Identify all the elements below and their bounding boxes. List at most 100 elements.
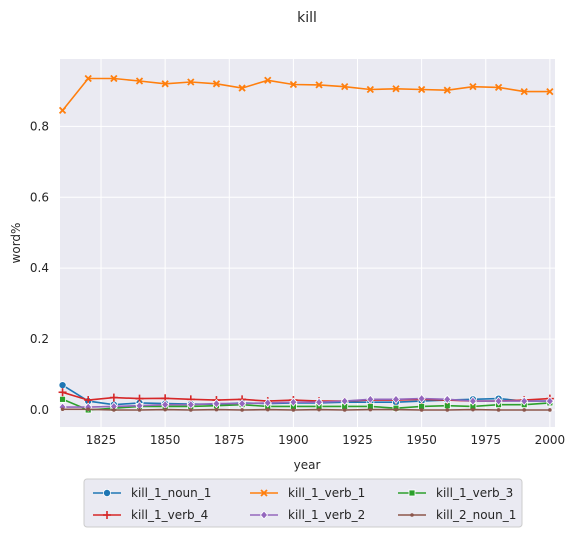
data-point [494,396,503,406]
data-point [212,398,221,409]
data-point [391,394,401,404]
data-point [342,408,347,412]
legend-label: kill_1_noun_1 [131,486,211,500]
x-tick-label: 1850 [150,433,181,447]
legend-item: kill_1_verb_4 [93,508,208,522]
ticks: 1825 1850 1875 1900 1925 1950 1975 2000 0.0 0.2 0.… [30,119,565,447]
data-point [58,388,67,397]
series-kill_2_noun_1 [60,407,552,412]
data-point [265,407,270,412]
data-point [240,408,244,412]
data-point [520,396,529,406]
x-tick-label: 1950 [406,433,437,447]
data-point [546,87,554,96]
legend-swatch-marker [103,511,111,519]
data-point [471,407,475,412]
legend-label: kill_2_noun_1 [436,508,516,522]
x-tick-label: 1925 [342,433,373,447]
plot-area [60,59,555,427]
x-tick-label: 1825 [86,433,117,447]
data-point [238,398,247,409]
legend-label: kill_1_verb_3 [436,486,513,500]
legend-item: kill_1_verb_2 [250,508,365,522]
data-point [214,407,219,412]
series-layer [58,74,554,414]
data-point [496,408,501,412]
y-tick-label: 0.8 [30,119,49,133]
data-point [341,83,349,91]
data-point [417,85,426,94]
data-point [59,395,66,403]
data-point [368,407,373,412]
data-point [494,83,503,91]
x-axis-label: year [294,458,321,472]
y-axis-label: word% [9,223,23,264]
data-point [366,85,374,94]
data-point [394,407,398,412]
y-tick-label: 0.0 [30,403,49,417]
data-point [112,408,116,412]
data-point [135,77,144,85]
y-tick-label: 0.6 [30,190,49,204]
data-point [419,408,424,412]
data-point [189,408,193,412]
data-point [443,394,452,404]
chart-title: kill [297,10,317,26]
legend-item: kill_1_noun_1 [93,486,211,500]
legend-item: kill_1_verb_3 [398,486,513,500]
legend-swatch-marker [260,489,268,497]
data-point [212,80,221,88]
data-point [289,80,298,89]
legend-label: kill_1_verb_4 [131,508,208,522]
data-point [520,87,528,96]
legend: kill_1_noun_1 kill_1_verb_1 kill_1_verb_3k… [83,478,523,528]
x-tick-label: 1975 [470,433,501,447]
data-point [263,398,272,408]
data-point [522,408,527,412]
data-point [137,408,142,412]
series-line [62,398,550,411]
data-point [317,407,321,412]
series-kill_1_verb_1 [58,74,554,115]
data-point [161,80,169,88]
data-point [443,86,451,94]
data-point [84,74,92,83]
data-point [264,76,272,84]
data-point [60,407,65,412]
data-point [86,407,91,412]
data-point [58,381,67,390]
legend-swatch-marker [259,510,269,520]
data-point [109,393,118,402]
legend-swatch-marker [410,513,414,517]
x-tick-label: 2000 [535,433,566,447]
data-point [110,74,118,83]
data-point [417,394,426,404]
data-point [238,84,246,92]
data-point [315,81,323,89]
data-point [468,396,477,406]
x-tick-label: 1875 [214,433,245,447]
data-point [187,78,195,86]
y-tick-label: 0.2 [30,332,49,346]
data-point [58,106,67,115]
series-line [62,408,550,411]
series-line [62,397,550,408]
x-tick-label: 1900 [278,433,309,447]
legend-swatch-marker [103,488,112,497]
y-tick-label: 0.4 [30,261,49,275]
data-point [545,396,554,406]
legend-item: kill_2_noun_1 [398,508,516,522]
legend-label: kill_1_verb_2 [288,508,365,522]
legend-item: kill_1_verb_1 [250,486,365,500]
data-point [548,408,552,412]
data-point [469,83,477,91]
data-point [315,397,324,407]
data-point [163,407,167,412]
data-point [289,397,298,407]
data-point [366,394,375,404]
legend-label: kill_1_verb_1 [288,486,365,500]
series-line [61,77,550,111]
grid [60,59,555,427]
data-point [445,408,450,412]
